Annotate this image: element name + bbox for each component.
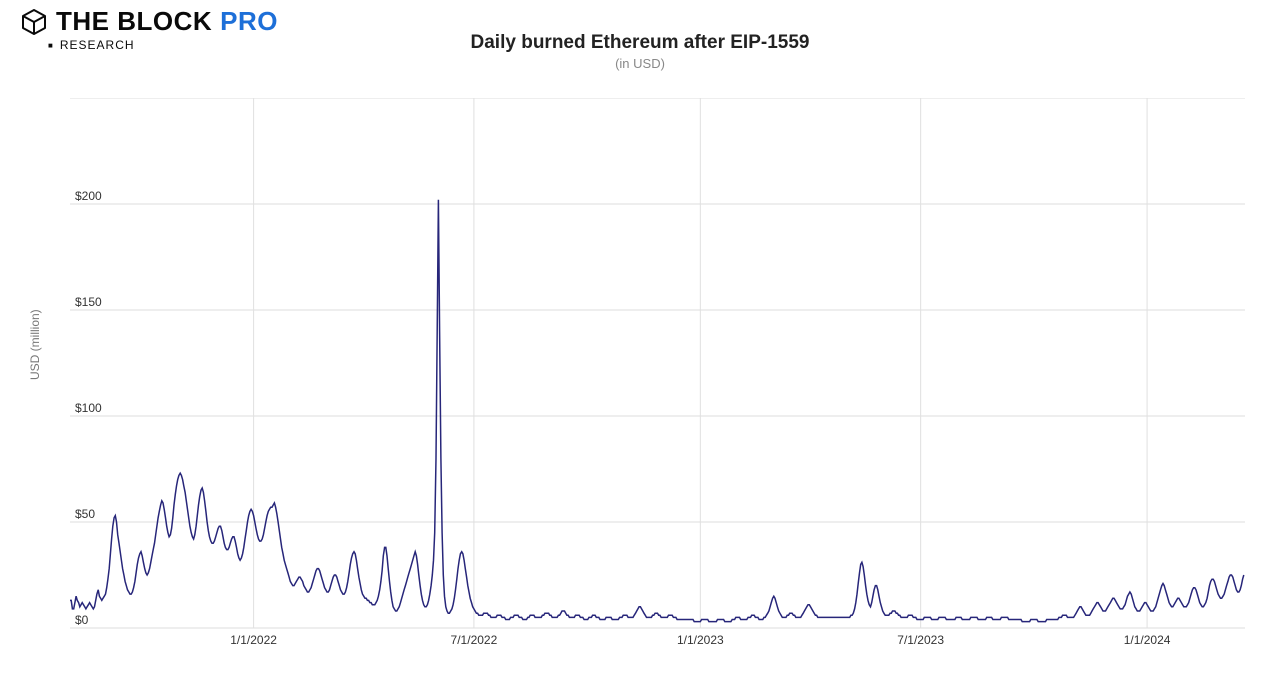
chart-plot-area: $0$50$100$150$200$2501/1/20227/1/20221/1… (60, 98, 1250, 648)
x-tick-label: 1/1/2023 (677, 633, 724, 647)
y-tick-label: $50 (75, 507, 95, 521)
x-tick-label: 1/1/2024 (1124, 633, 1171, 647)
y-tick-label: $100 (75, 401, 102, 415)
x-tick-label: 7/1/2023 (897, 633, 944, 647)
burned-eth-line (70, 200, 1244, 622)
x-tick-label: 7/1/2022 (451, 633, 498, 647)
y-tick-label: $200 (75, 189, 102, 203)
chart-svg: $0$50$100$150$200$2501/1/20227/1/20221/1… (60, 98, 1250, 648)
x-tick-label: 1/1/2022 (230, 633, 277, 647)
chart-title-block: Daily burned Ethereum after EIP-1559 (in… (0, 32, 1280, 71)
y-axis-label: USD (million) (28, 309, 42, 380)
y-tick-label: $150 (75, 295, 102, 309)
chart-subtitle: (in USD) (0, 56, 1280, 71)
y-tick-label: $0 (75, 613, 89, 627)
chart-title: Daily burned Ethereum after EIP-1559 (0, 32, 1280, 54)
